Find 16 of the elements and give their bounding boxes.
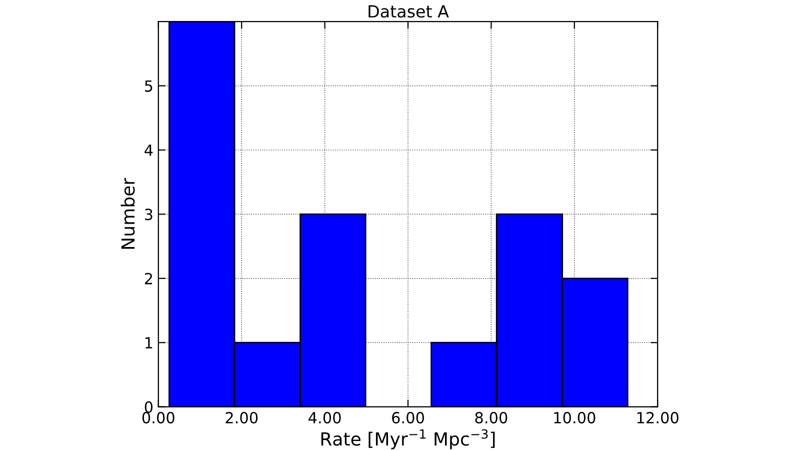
x-tick-label: 10.00 — [554, 412, 596, 424]
x-axis-title: Rate [Myr$^{−1}$ Mpc$^{−3}$] — [321, 429, 495, 450]
y-tick-label: 4 — [144, 144, 153, 156]
y-axis-title: Number — [120, 178, 135, 249]
x-tick-label: 8.00 — [475, 412, 508, 424]
y-tick-label: 0 — [144, 401, 153, 413]
x-tick-label: 4.00 — [308, 412, 341, 424]
x-tick-label: 0.00 — [142, 412, 174, 424]
x-tick-label: 12.00 — [637, 412, 678, 424]
x-tick-label: 2.00 — [226, 412, 258, 424]
y-tick-label: 5 — [145, 80, 152, 92]
chart-title: Dataset A — [368, 5, 449, 18]
x-tick-label: 6.00 — [392, 412, 424, 424]
y-tick-label: 1 — [145, 337, 152, 348]
y-tick-label: 3 — [144, 208, 152, 220]
y-tick-label: 2 — [144, 272, 152, 284]
